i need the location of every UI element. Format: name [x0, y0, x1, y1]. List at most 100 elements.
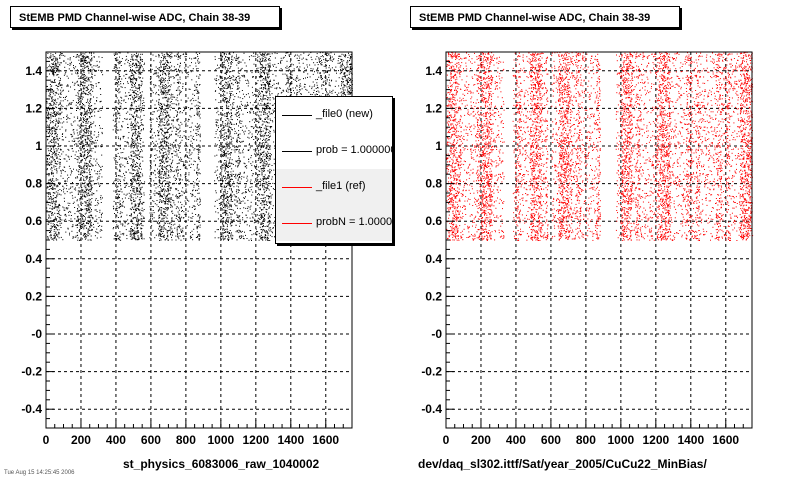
data-point [180, 239, 182, 241]
data-point [164, 203, 166, 205]
data-point [76, 145, 78, 147]
data-point [133, 169, 135, 171]
data-point [161, 201, 162, 203]
data-point [182, 165, 184, 167]
data-point [219, 180, 221, 182]
data-point [64, 180, 66, 182]
data-point [150, 64, 151, 66]
data-point [167, 82, 169, 84]
data-point [198, 149, 200, 151]
data-point [134, 233, 136, 235]
data-point [162, 230, 164, 232]
data-point [56, 168, 58, 170]
data-point [175, 99, 177, 101]
data-point [220, 124, 222, 126]
data-point [65, 218, 67, 220]
data-point [87, 61, 89, 63]
data-point [48, 198, 50, 200]
data-point [50, 129, 52, 130]
data-point [218, 149, 220, 151]
data-point [137, 172, 139, 174]
data-point [163, 174, 165, 176]
data-point [81, 208, 83, 210]
data-point [93, 85, 94, 87]
data-point [178, 149, 180, 151]
data-point [174, 55, 176, 57]
data-point [157, 68, 159, 70]
data-point [78, 210, 80, 212]
data-point [48, 186, 50, 187]
data-point [160, 200, 162, 202]
data-point [173, 82, 175, 84]
data-point [158, 234, 160, 236]
data-point [89, 91, 91, 93]
data-point [55, 64, 57, 66]
data-point [159, 191, 161, 193]
data-point [174, 227, 176, 229]
data-point [161, 161, 162, 163]
data-point [142, 103, 143, 104]
data-point [168, 77, 170, 79]
data-point [196, 148, 198, 150]
data-point [140, 222, 142, 224]
data-point [225, 165, 226, 166]
data-point [69, 187, 71, 189]
data-point [135, 82, 137, 84]
data-point [166, 110, 168, 112]
data-point [176, 74, 177, 76]
data-point [218, 67, 220, 69]
data-point [63, 60, 65, 62]
data-point [142, 218, 144, 219]
data-point [198, 92, 200, 94]
data-point [141, 221, 142, 223]
data-point [214, 78, 216, 80]
data-point [192, 135, 194, 137]
data-point [199, 149, 201, 151]
data-point [135, 143, 137, 145]
data-point [221, 60, 223, 62]
data-point [196, 225, 198, 227]
data-point [154, 84, 156, 86]
data-point [172, 183, 174, 185]
data-point [48, 106, 50, 108]
data-point [166, 100, 168, 102]
data-point [140, 156, 142, 158]
data-point [182, 191, 184, 193]
data-point [170, 201, 172, 203]
data-point [119, 169, 121, 171]
data-point [150, 165, 151, 166]
data-point [54, 114, 56, 115]
data-point [179, 179, 181, 181]
data-point [139, 117, 141, 119]
data-point [223, 195, 225, 197]
data-point [141, 186, 143, 188]
data-point [177, 100, 179, 102]
data-point [58, 152, 60, 153]
data-point [133, 177, 135, 179]
data-point [220, 207, 222, 209]
data-point [85, 77, 87, 79]
data-point [160, 107, 162, 109]
data-point [59, 155, 61, 157]
data-point [67, 155, 69, 157]
data-point [173, 127, 175, 129]
data-point [159, 177, 161, 179]
data-point [60, 79, 61, 81]
data-point [117, 186, 119, 188]
data-point [137, 116, 139, 118]
data-point [75, 189, 77, 191]
data-point [47, 115, 49, 117]
data-point [91, 215, 93, 217]
data-point [98, 203, 100, 205]
data-point [100, 216, 102, 218]
data-point [47, 138, 49, 140]
data-point [93, 183, 95, 185]
data-point [52, 195, 54, 197]
data-point [135, 96, 136, 98]
data-point [59, 162, 61, 164]
data-point [85, 125, 87, 127]
data-point [222, 221, 224, 223]
data-point [218, 176, 220, 178]
data-point [58, 237, 60, 239]
data-point [184, 165, 186, 167]
